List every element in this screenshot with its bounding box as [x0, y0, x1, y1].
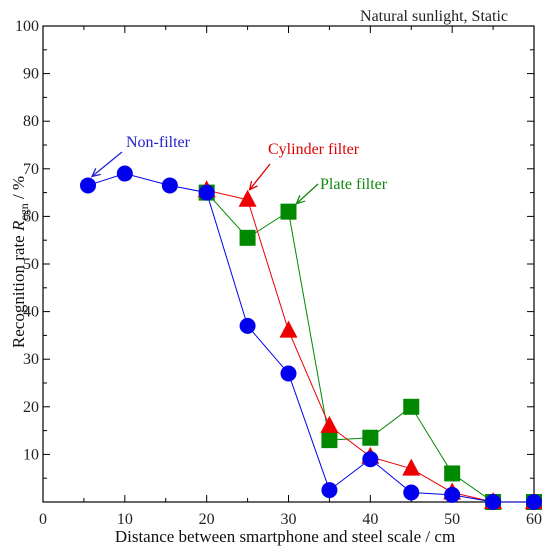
- y-axis-label-prefix: Recognition rate: [9, 231, 28, 348]
- point-cylinder-filter: [279, 320, 298, 338]
- y-tick-label: 90: [23, 66, 39, 83]
- y-tick-label: 40: [23, 304, 39, 321]
- y-axis-label-suffix: / %: [9, 176, 28, 203]
- point-non-filter: [161, 177, 178, 194]
- annotation-arrow: [296, 183, 319, 205]
- point-cylinder-filter: [402, 458, 421, 476]
- y-tick-label: 70: [23, 161, 39, 178]
- point-non-filter: [444, 486, 461, 503]
- point-plate-filter: [239, 229, 256, 246]
- point-non-filter: [198, 184, 215, 201]
- x-tick-label: 40: [362, 511, 378, 528]
- point-non-filter: [321, 482, 338, 499]
- point-plate-filter: [444, 465, 461, 482]
- point-cylinder-filter: [238, 189, 257, 207]
- annotation-cylinder-filter: Cylinder filter: [268, 141, 360, 158]
- x-tick-label: 20: [199, 511, 215, 528]
- y-axis-label-sub: cgn: [17, 203, 31, 220]
- plot-layer: 0 10 20 30 40 50 60 10 20 30 40 50 60 70 80 90 100 Non-fi…: [15, 18, 542, 528]
- point-plate-filter: [403, 398, 420, 415]
- chart-title: Natural sunlight, Static: [360, 8, 508, 25]
- y-axis-label-var: R: [9, 220, 28, 232]
- annotation-arrow: [249, 163, 271, 191]
- point-non-filter: [362, 451, 379, 468]
- point-non-filter: [485, 494, 502, 510]
- x-tick-label: 30: [281, 511, 297, 528]
- y-tick-label: 20: [23, 399, 39, 416]
- annotation-arrow: [91, 151, 123, 177]
- y-tick-label: 80: [23, 113, 39, 130]
- y-axis-label: Recognition rate Rcgn / %: [9, 176, 31, 348]
- y-tick-label: 50: [23, 256, 39, 273]
- annotation-non-filter: Non-filter: [126, 134, 191, 151]
- y-tick-label: 100: [15, 18, 39, 35]
- point-non-filter: [239, 317, 256, 334]
- annotation-arrowhead: [90, 168, 101, 178]
- x-tick-label: 10: [117, 511, 133, 528]
- y-tick-label: 10: [23, 446, 39, 463]
- point-non-filter: [280, 365, 297, 382]
- point-non-filter: [80, 177, 97, 194]
- point-non-filter: [526, 494, 542, 510]
- y-tick-label: 60: [23, 208, 39, 225]
- y-tick-label: 30: [23, 351, 39, 368]
- point-non-filter: [116, 165, 133, 182]
- point-cylinder-filter: [320, 415, 339, 433]
- annotation-arrowhead: [248, 180, 258, 191]
- x-tick-label: 50: [444, 511, 460, 528]
- x-tick-label: 0: [39, 511, 47, 528]
- x-tick-label: 60: [526, 511, 542, 528]
- point-plate-filter: [280, 203, 297, 220]
- point-non-filter: [403, 484, 420, 501]
- point-plate-filter: [362, 429, 379, 446]
- point-plate-filter: [321, 432, 338, 449]
- plot-frame: [42, 25, 535, 503]
- annotation-plate-filter: Plate filter: [320, 176, 388, 193]
- x-axis-label: Distance between smartphone and steel sc…: [115, 527, 455, 546]
- annotation-arrowhead: [295, 195, 306, 205]
